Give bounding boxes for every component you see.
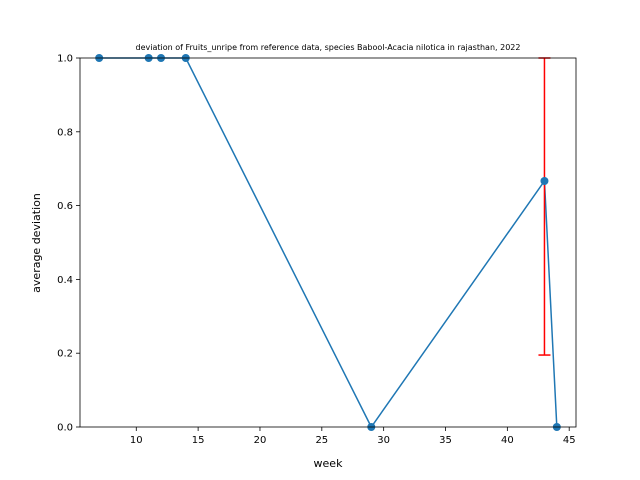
x-tick-label: 40 xyxy=(501,435,514,446)
data-point xyxy=(540,176,549,185)
x-tick-label: 10 xyxy=(130,435,143,446)
y-tick-label: 0.2 xyxy=(57,349,73,360)
y-tick-label: 1.0 xyxy=(57,54,73,65)
y-tick-label: 0.4 xyxy=(57,275,73,286)
y-tick-label: 0.8 xyxy=(57,127,73,138)
axes-frame xyxy=(79,57,577,428)
x-tick-label: 15 xyxy=(192,435,205,446)
x-axis-label: week xyxy=(314,457,344,470)
x-tick-label: 25 xyxy=(315,435,328,446)
y-tick-label: 0.0 xyxy=(57,423,73,434)
y-axis-label: average deviation xyxy=(30,193,43,293)
x-tick-label: 20 xyxy=(254,435,267,446)
x-tick-label: 30 xyxy=(377,435,390,446)
y-tick-label: 0.6 xyxy=(57,201,73,212)
x-tick-label: 45 xyxy=(563,435,576,446)
x-tick-label: 35 xyxy=(439,435,452,446)
chart-title: deviation of Fruits_unripe from referenc… xyxy=(136,43,521,52)
plot-area: 10 15 20 25 30 35 40 45 0.0 0.2 0.4 0.6 0.8 1.0 xyxy=(57,54,577,446)
